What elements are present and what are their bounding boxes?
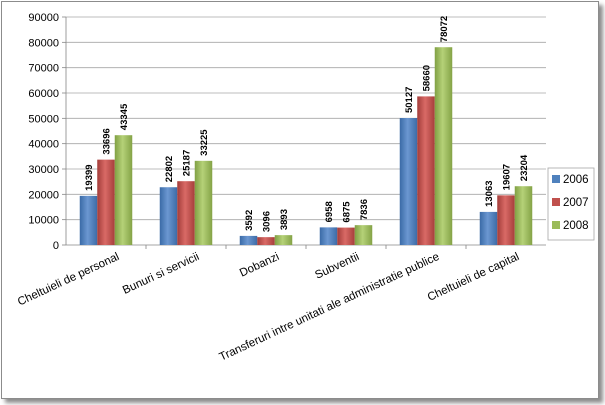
- category-label: Cheltuieli de capital: [426, 251, 521, 304]
- bar-2008: [274, 235, 293, 245]
- data-label: 22802: [164, 156, 175, 182]
- legend-swatch-2007: [552, 198, 560, 206]
- y-tick-label: 0: [53, 240, 59, 252]
- data-label: 58660: [422, 65, 433, 91]
- legend-label: 2007: [563, 197, 589, 209]
- legend-swatch-2008: [552, 221, 560, 229]
- category-label: Subventii: [313, 251, 361, 282]
- bar-2008: [514, 186, 533, 245]
- bar-2007: [337, 227, 355, 245]
- bar-2006: [479, 211, 498, 245]
- data-label: 19607: [502, 164, 513, 190]
- data-label: 23204: [519, 154, 530, 181]
- bar-chart: 0 10000 20000 30000 40000 50000 60000 70000 8000…: [16, 12, 595, 364]
- data-label: 78072: [439, 16, 450, 42]
- y-tick-label: 90000: [28, 12, 59, 24]
- data-label: 3893: [279, 209, 290, 230]
- y-tick-label: 50000: [28, 113, 59, 125]
- bar-2007: [497, 195, 515, 245]
- bar-2006: [159, 187, 178, 245]
- y-tick-label: 70000: [28, 63, 59, 75]
- bar-2008: [434, 47, 453, 245]
- data-label: 3096: [262, 211, 273, 232]
- bar-2007: [257, 237, 275, 245]
- bar-2007: [97, 159, 115, 245]
- data-label: 6958: [324, 201, 335, 222]
- bar-2008: [114, 135, 133, 245]
- data-label: 33225: [199, 129, 210, 156]
- data-label: 13063: [484, 180, 495, 206]
- category-label: Cheltuieli de personal: [16, 251, 121, 309]
- y-tick-label: 30000: [28, 164, 59, 176]
- plot-area: [66, 17, 546, 245]
- legend-label: 2008: [563, 220, 589, 232]
- bar-2007: [417, 96, 435, 245]
- data-label: 50127: [404, 87, 415, 113]
- data-label: 43345: [119, 103, 130, 130]
- data-label: 3592: [244, 210, 255, 231]
- bar-2007: [177, 181, 195, 245]
- data-label: 19399: [84, 164, 95, 190]
- category-label: Dobanzi: [238, 251, 281, 280]
- bar-2008: [354, 225, 373, 245]
- y-tick-label: 20000: [28, 189, 59, 201]
- y-tick-label: 80000: [28, 37, 59, 49]
- chart-frame: 0 10000 20000 30000 40000 50000 60000 70000 8000…: [1, 1, 599, 399]
- legend-label: 2006: [563, 174, 589, 186]
- bar-2006: [239, 235, 258, 245]
- data-label: 6875: [342, 201, 353, 223]
- bar-2006: [399, 118, 418, 245]
- bar-2006: [79, 195, 98, 245]
- data-label: 7836: [359, 199, 370, 220]
- y-tick-label: 40000: [28, 139, 59, 151]
- category-label: Bunuri si servicii: [121, 251, 201, 297]
- bar-2006: [319, 227, 338, 245]
- y-tick-label: 60000: [28, 88, 59, 100]
- data-label: 25187: [182, 150, 193, 176]
- legend-swatch-2006: [552, 175, 560, 183]
- data-label: 33696: [102, 128, 113, 154]
- bar-2008: [194, 160, 213, 245]
- y-tick-label: 10000: [28, 215, 59, 227]
